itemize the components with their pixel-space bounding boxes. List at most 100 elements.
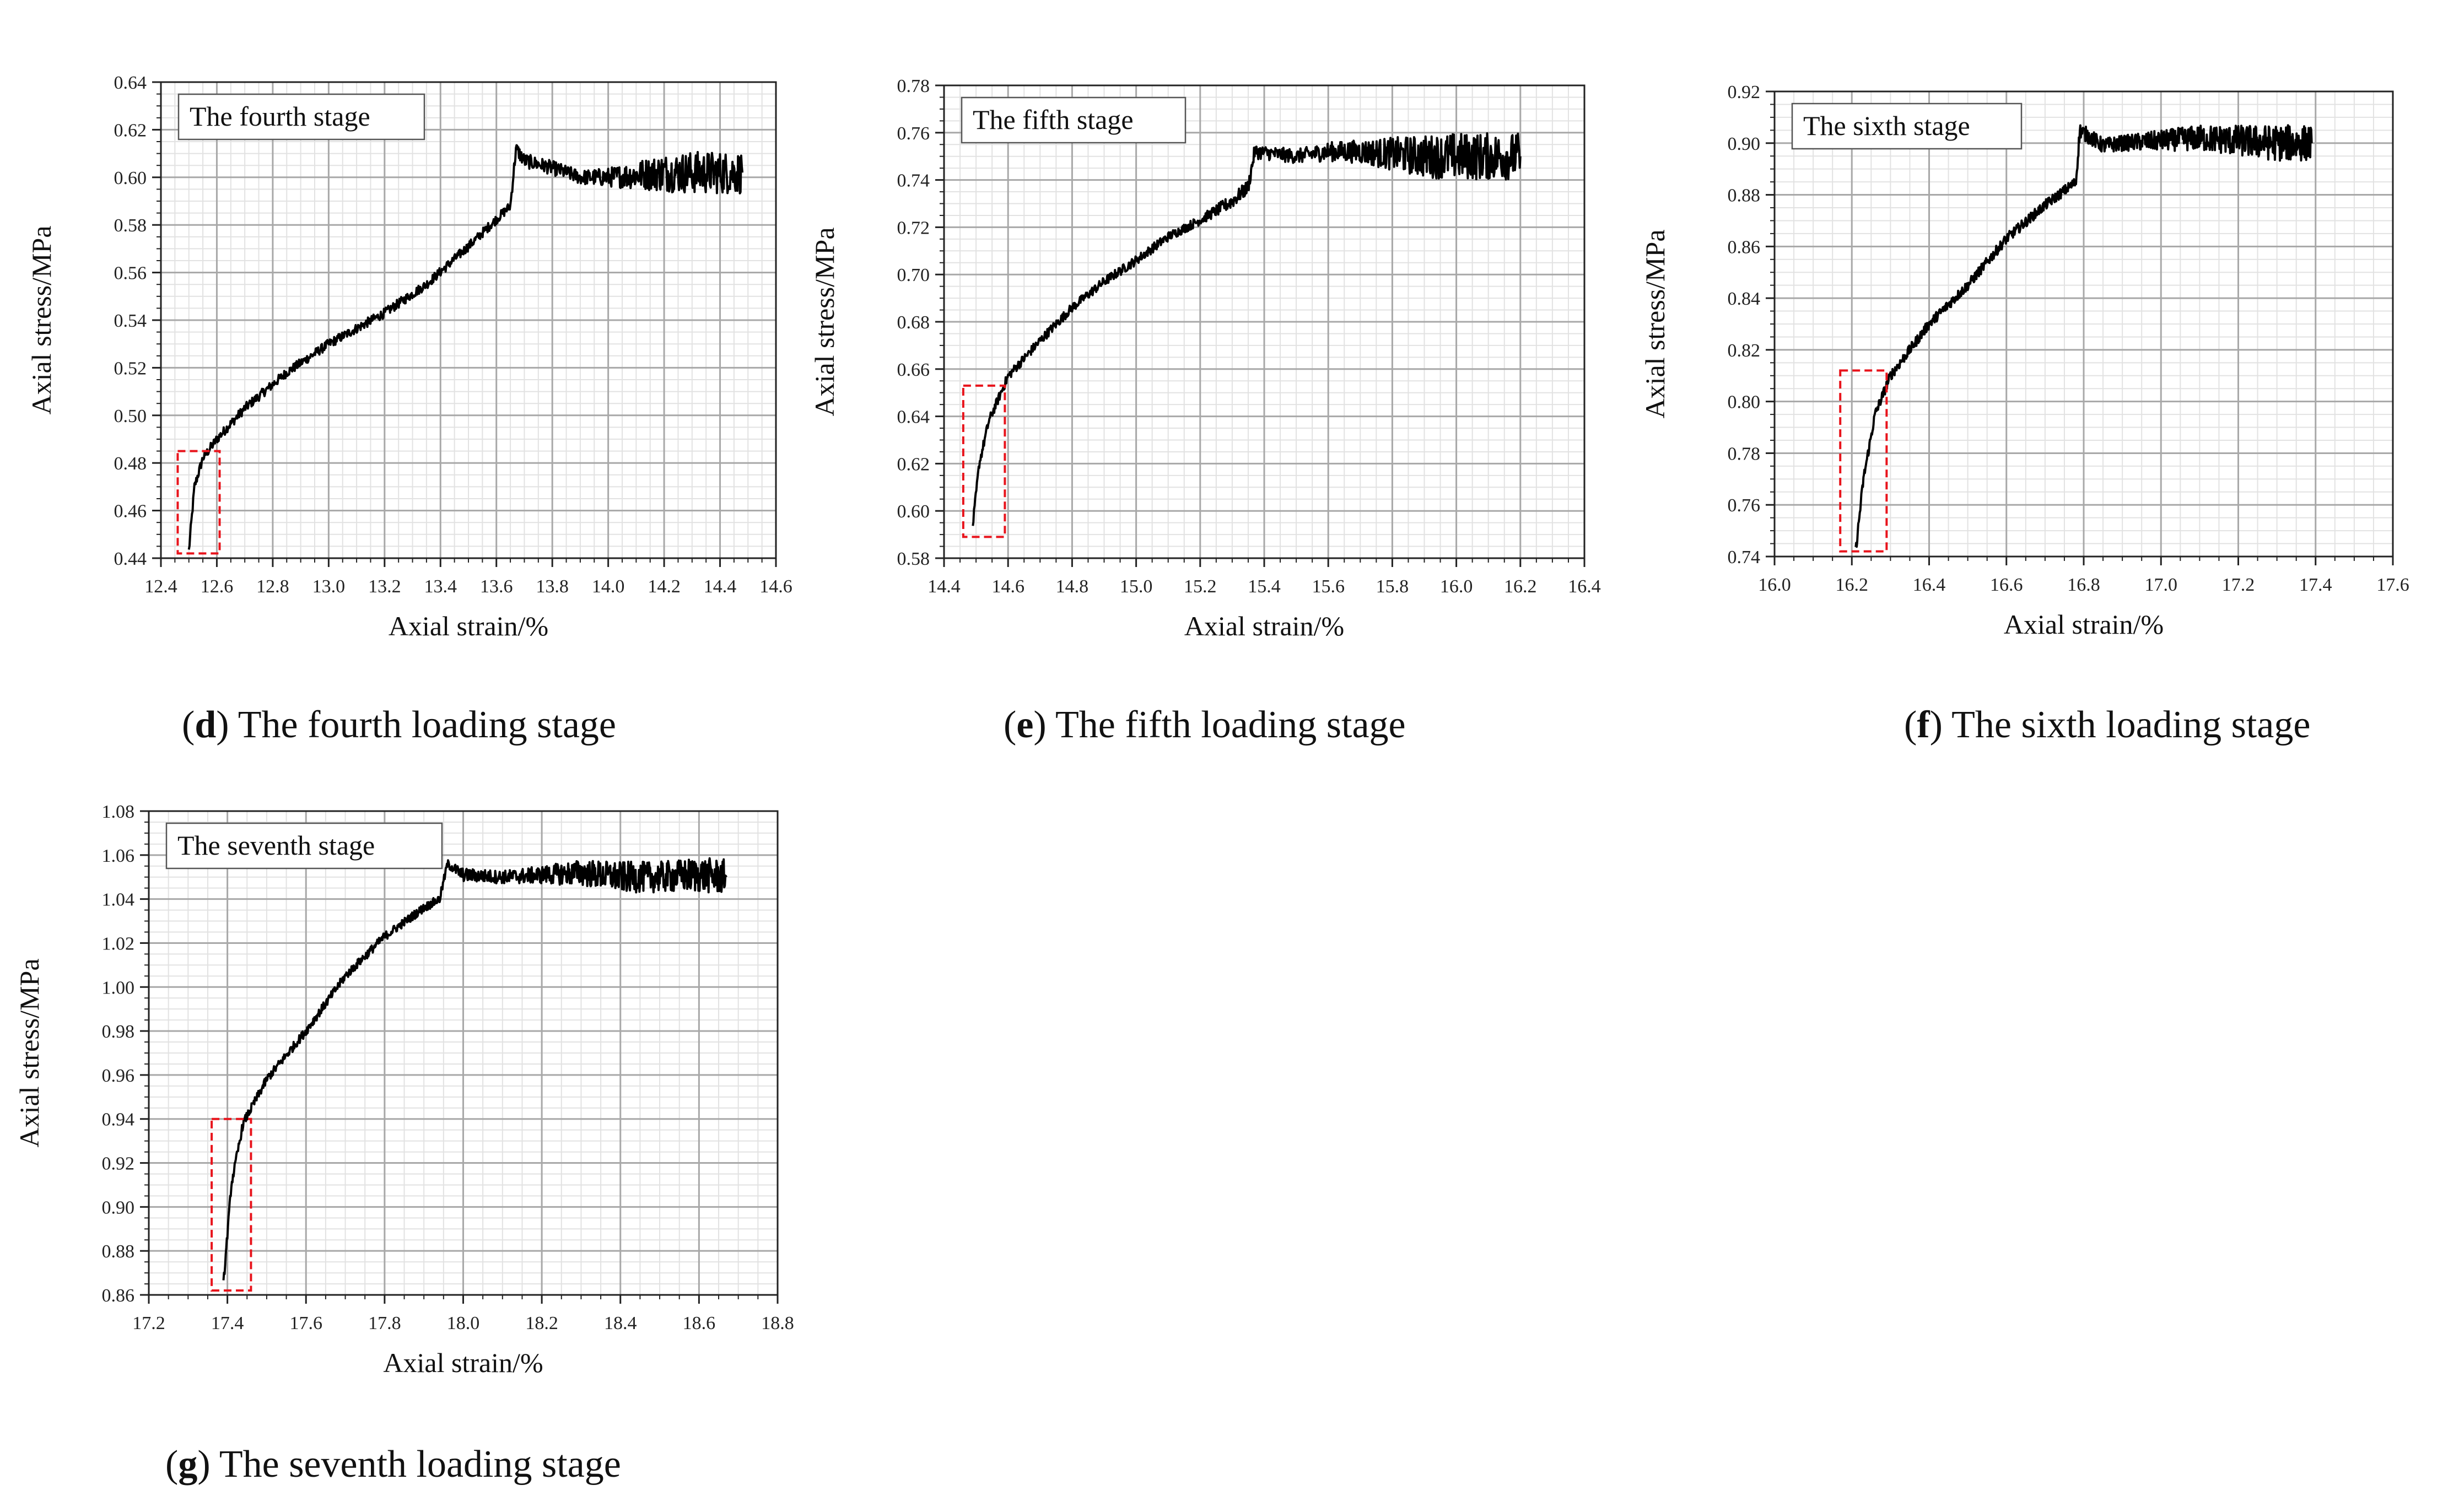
y-tick-label: 0.78 xyxy=(897,76,930,96)
caption-paren-open: ( xyxy=(165,1443,178,1486)
x-tick-label: 16.2 xyxy=(1504,576,1537,597)
y-tick-label: 0.92 xyxy=(1728,82,1761,102)
y-tick-label: 0.92 xyxy=(102,1154,135,1174)
y-tick-label: 0.78 xyxy=(1728,444,1761,464)
y-tick-label: 0.46 xyxy=(114,501,147,522)
caption-paren-open: ( xyxy=(1004,704,1016,746)
y-tick-label: 0.76 xyxy=(897,123,930,144)
x-tick-label: 15.4 xyxy=(1248,576,1281,597)
y-tick-label: 0.50 xyxy=(114,406,147,426)
y-tick-label: 0.54 xyxy=(114,311,147,331)
x-tick-label: 16.4 xyxy=(1913,575,1946,595)
chart-panel-d: 12.4 12.6 12.8 13.0 13.2 13.4 13.6 13.8 14.0 14.2… xyxy=(26,73,792,641)
x-tick-label: 15.2 xyxy=(1184,576,1217,597)
y-tick-label: 0.52 xyxy=(114,358,147,379)
caption-paren-close: ) xyxy=(1930,704,1943,746)
y-tick-label: 0.84 xyxy=(1728,289,1761,309)
dashed-highlight-box xyxy=(1839,369,1888,553)
y-tick-label: 0.96 xyxy=(102,1066,135,1086)
y-tick-label: 0.64 xyxy=(114,73,147,93)
x-tick-label: 17.8 xyxy=(368,1313,401,1333)
x-tick-label: 17.4 xyxy=(211,1313,244,1333)
y-tick-label: 0.60 xyxy=(114,168,147,188)
stress-strain-line xyxy=(222,857,727,1281)
y-tick-label: 0.90 xyxy=(1728,134,1761,154)
y-tick-label: 0.88 xyxy=(1728,186,1761,206)
y-tick-label: 0.56 xyxy=(114,263,147,284)
caption-letter: f xyxy=(1917,704,1930,746)
chart-title-box xyxy=(1791,102,2023,150)
x-tick-label: 17.6 xyxy=(290,1313,323,1333)
y-tick-label: 0.86 xyxy=(102,1286,135,1306)
caption-text: The fifth loading stage xyxy=(1047,704,1406,746)
y-tick-label: 0.62 xyxy=(114,120,147,141)
x-tick-label: 14.4 xyxy=(927,576,961,597)
x-tick-label: 15.0 xyxy=(1120,576,1153,597)
caption-letter: e xyxy=(1016,704,1033,746)
panel-caption: (f) The sixth loading stage xyxy=(1904,704,2310,746)
x-tick-label: 18.8 xyxy=(761,1313,794,1333)
panel-caption: (e) The fifth loading stage xyxy=(1004,704,1406,746)
panel-caption: (d) The fourth loading stage xyxy=(182,704,616,746)
chart-title-box xyxy=(177,93,425,141)
stress-strain-line xyxy=(972,132,1522,526)
x-tick-label: 16.6 xyxy=(1990,575,2023,595)
caption-letter: d xyxy=(195,704,216,746)
x-tick-label: 17.6 xyxy=(2376,575,2409,595)
y-tick-label: 0.86 xyxy=(1728,237,1761,257)
x-tick-label: 18.0 xyxy=(447,1313,480,1333)
chart-title: The fifth stage xyxy=(973,104,1134,135)
charts-layer: 12.4 12.6 12.8 13.0 13.2 13.4 13.6 13.8 14.0 14.2… xyxy=(14,73,2409,1378)
x-tick-label: 18.4 xyxy=(604,1313,637,1333)
chart-panel-f: 16.0 16.2 16.4 16.6 16.8 17.0 17.2 17.4 17.6 0.74… xyxy=(1640,82,2409,640)
y-tick-label: 0.74 xyxy=(897,171,930,191)
caption-text: The fourth loading stage xyxy=(229,704,616,746)
caption-paren-open: ( xyxy=(1904,704,1917,746)
y-tick-label: 0.98 xyxy=(102,1022,135,1042)
x-tick-label: 14.0 xyxy=(592,576,625,597)
chart-title: The seventh stage xyxy=(177,830,375,861)
y-tick-label: 0.48 xyxy=(114,453,147,474)
x-tick-label: 16.2 xyxy=(1836,575,1869,595)
y-tick-label: 0.76 xyxy=(1728,495,1761,516)
y-tick-label: 0.66 xyxy=(897,360,930,380)
y-tick-label: 1.02 xyxy=(102,933,135,954)
x-tick-label: 18.6 xyxy=(683,1313,716,1333)
x-axis-title: Axial strain/% xyxy=(389,611,548,641)
caption-paren-close: ) xyxy=(197,1443,210,1486)
y-tick-label: 1.08 xyxy=(102,802,135,822)
y-axis-title: Axial stress/MPa xyxy=(1640,229,1670,418)
y-tick-label: 1.00 xyxy=(102,978,135,998)
x-tick-label: 17.2 xyxy=(132,1313,165,1333)
x-tick-label: 14.8 xyxy=(1056,576,1089,597)
x-tick-label: 13.6 xyxy=(480,576,513,597)
y-tick-label: 0.62 xyxy=(897,454,930,474)
x-tick-label: 12.4 xyxy=(144,576,177,597)
x-tick-label: 16.8 xyxy=(2067,575,2100,595)
y-tick-label: 0.90 xyxy=(102,1197,135,1218)
chart-panel-g: 17.2 17.4 17.6 17.8 18.0 18.2 18.4 18.6 18.8 0.86… xyxy=(14,802,794,1378)
y-axis-title: Axial stress/MPa xyxy=(14,958,45,1147)
x-tick-label: 12.8 xyxy=(256,576,289,597)
y-tick-label: 0.88 xyxy=(102,1241,135,1262)
y-tick-label: 0.80 xyxy=(1728,392,1761,413)
stress-strain-line xyxy=(1854,124,2313,548)
chart-title-box xyxy=(961,96,1187,144)
x-tick-label: 12.6 xyxy=(201,576,234,597)
y-tick-label: 0.94 xyxy=(102,1110,135,1130)
x-tick-label: 13.4 xyxy=(424,576,457,597)
x-tick-label: 13.2 xyxy=(368,576,401,597)
captions-layer: (d) The fourth loading stage (e) The fift… xyxy=(165,704,2310,1486)
x-axis-title: Axial strain/% xyxy=(1184,611,1344,641)
y-tick-label: 0.58 xyxy=(114,215,147,236)
x-tick-label: 13.0 xyxy=(312,576,346,597)
x-tick-label: 15.8 xyxy=(1376,576,1409,597)
chart-title-box xyxy=(165,822,443,870)
chart-panel-e: 14.4 14.6 14.8 15.0 15.2 15.4 15.6 15.8 16.0 16.2… xyxy=(809,76,1601,641)
caption-letter: g xyxy=(178,1443,197,1486)
x-tick-label: 14.2 xyxy=(648,576,681,597)
chart-title: The sixth stage xyxy=(1803,110,1970,141)
y-tick-label: 0.44 xyxy=(114,549,147,569)
y-tick-label: 0.60 xyxy=(897,501,930,522)
